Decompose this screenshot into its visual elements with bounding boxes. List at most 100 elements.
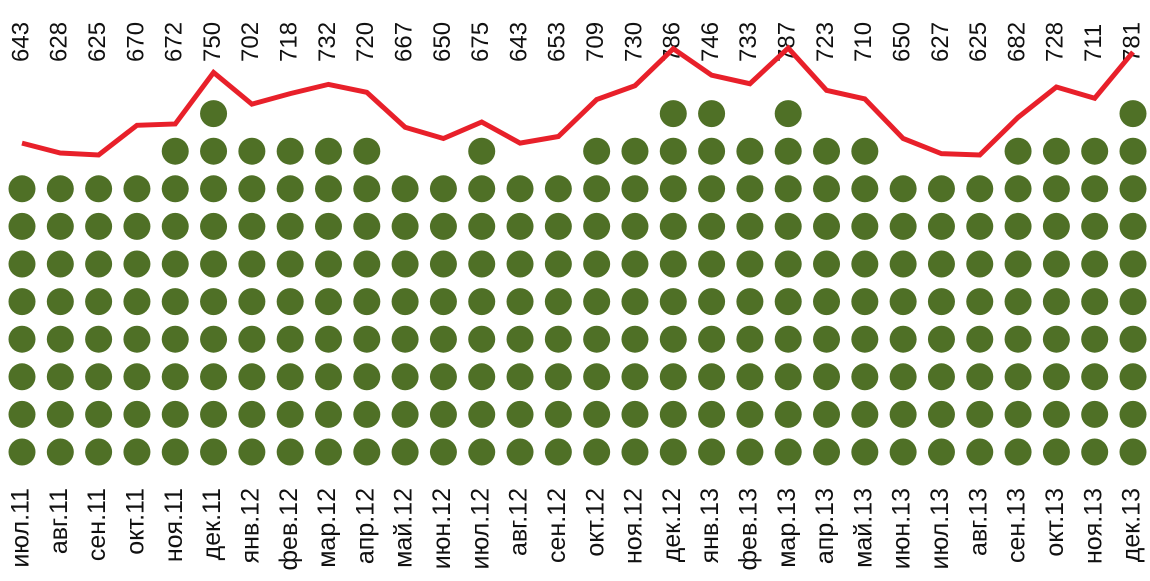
dot [506,288,534,316]
dot [851,438,879,466]
dot [391,400,419,428]
dot [813,325,841,353]
dot [506,175,534,203]
dot [276,438,304,466]
dot [851,288,879,316]
dot [621,175,649,203]
dot [736,137,764,165]
value-label: 650 [429,22,456,62]
category-label: окт.13 [1041,488,1069,557]
dot [353,250,381,278]
dot [736,288,764,316]
dot [1081,363,1109,391]
dot [659,175,687,203]
dot [1081,137,1109,165]
dot [966,288,994,316]
dot [85,175,113,203]
dot [353,212,381,240]
dot [123,212,151,240]
category-label: окт.12 [581,488,609,557]
dot [46,363,74,391]
dot [314,438,342,466]
dot [1042,212,1070,240]
dot [583,250,611,278]
dot [736,400,764,428]
dot [391,250,419,278]
dot [1081,438,1109,466]
dot [391,175,419,203]
dot [85,400,113,428]
dot [1119,325,1147,353]
dot [1081,288,1109,316]
dot [238,325,266,353]
dot [314,288,342,316]
value-label: 625 [84,22,111,62]
dot [123,175,151,203]
dot [966,438,994,466]
category-label: авг.13 [964,488,992,556]
dot [85,250,113,278]
dot [544,363,572,391]
dot [813,400,841,428]
dot [621,288,649,316]
dot [200,175,228,203]
dot [506,212,534,240]
value-label: 625 [965,22,992,62]
dot [544,250,572,278]
dot [85,438,113,466]
dot [468,325,496,353]
dot [698,288,726,316]
value-label: 711 [1080,24,1107,62]
dot [583,400,611,428]
dot [1042,438,1070,466]
dot [544,400,572,428]
category-label: дек.13 [1118,488,1146,562]
value-label: 718 [276,22,303,62]
dot [1042,400,1070,428]
dot [621,325,649,353]
dot [506,363,534,391]
dot [46,212,74,240]
dot [429,325,457,353]
dot [276,175,304,203]
dot [1081,400,1109,428]
dot [544,175,572,203]
dot [1119,438,1147,466]
dot [736,212,764,240]
dot [506,400,534,428]
dot [889,212,917,240]
dot [927,175,955,203]
dot [1119,137,1147,165]
dot [927,288,955,316]
dot [276,250,304,278]
dot [123,250,151,278]
dot [8,288,36,316]
dot [621,363,649,391]
dot [276,363,304,391]
dot [851,137,879,165]
dot [276,288,304,316]
dot [429,175,457,203]
dot [736,250,764,278]
dot [314,175,342,203]
line [21,44,1135,158]
dot [851,212,879,240]
dot [889,325,917,353]
dot [161,325,189,353]
dot [544,288,572,316]
dot [659,363,687,391]
dot [927,325,955,353]
dot [238,400,266,428]
dot [85,288,113,316]
dot [8,400,36,428]
dot [1119,400,1147,428]
dot [1119,288,1147,316]
dot [621,400,649,428]
category-label: дек.11 [198,488,226,560]
dot [544,212,572,240]
dot [698,250,726,278]
dot [851,400,879,428]
dot [927,400,955,428]
dot [506,250,534,278]
dot [736,175,764,203]
